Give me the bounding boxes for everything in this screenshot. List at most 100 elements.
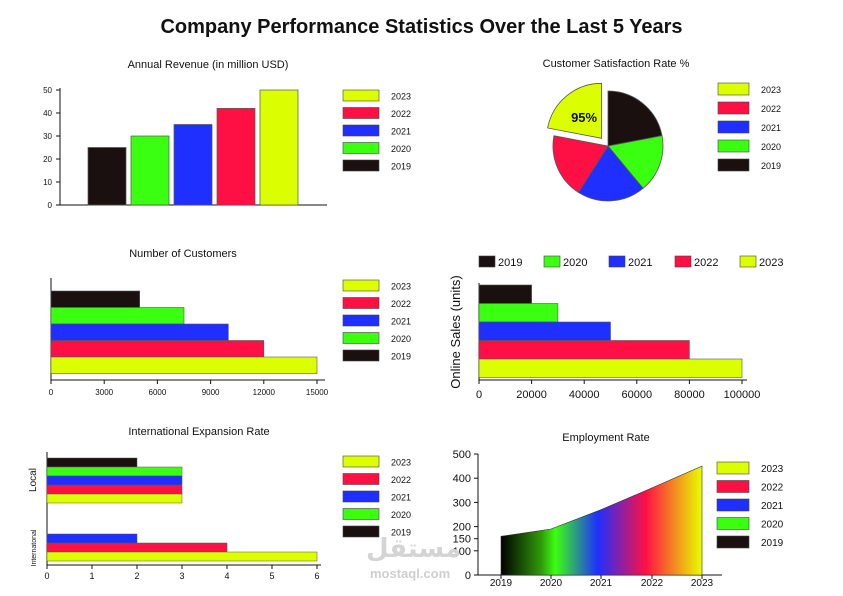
employment-x-tick-label: 2021 — [590, 578, 613, 589]
revenue-y-tick-label: 10 — [43, 178, 52, 187]
legend-label-2022: 2022 — [761, 483, 784, 494]
legend-swatch-2019 — [342, 159, 380, 172]
legend-swatch-2021 — [342, 314, 380, 327]
employment-y-tick-label: 200 — [453, 522, 471, 534]
expansion-bar-local-2022 — [46, 484, 183, 495]
legend-swatch-2022 — [342, 473, 380, 485]
expansion-title: International Expansion Rate — [128, 426, 269, 438]
legend-label-2022: 2022 — [761, 104, 781, 114]
pie-slice-2019 — [607, 90, 663, 147]
legend-swatch-2021 — [342, 490, 380, 503]
customers-title: Number of Customers — [129, 248, 237, 260]
legend-swatch-2022 — [716, 480, 750, 493]
legend-swatch-2023 — [717, 82, 750, 96]
legend-label-2022: 2022 — [391, 109, 411, 119]
watermark: مستقل mostaql.com — [366, 533, 461, 583]
online-bar-2021 — [478, 321, 611, 341]
expansion-x-tick-label: 4 — [224, 571, 229, 581]
expansion-bar-local-2023 — [46, 493, 183, 504]
customers-x-tick-label: 15000 — [306, 388, 329, 397]
online-bar-2022 — [478, 340, 690, 360]
revenue-y-tick-label: 50 — [43, 86, 52, 95]
page-title: Company Performance Statistics Over the … — [160, 16, 683, 38]
legend-label-2020: 2020 — [391, 334, 411, 344]
employment-y-tick-label: 400 — [453, 473, 471, 485]
online-legend-swatch-2022 — [674, 255, 692, 268]
revenue-bar-2020 — [130, 135, 170, 206]
legend-swatch-2021 — [342, 124, 380, 137]
expansion-x-tick-label: 3 — [179, 571, 184, 581]
legend-label-2021: 2021 — [391, 127, 411, 137]
online-bar-2023 — [478, 358, 743, 378]
online-legend-label-2019: 2019 — [498, 257, 522, 269]
customers-x-tick-label: 3000 — [95, 388, 113, 397]
legend-label-2019: 2019 — [391, 162, 411, 172]
legend-swatch-2019 — [716, 535, 750, 549]
legend-swatch-2020 — [342, 332, 380, 344]
legend-swatch-2021 — [717, 120, 750, 134]
revenue-bar-2021 — [173, 124, 213, 206]
online-x-tick-label: 20000 — [516, 389, 547, 401]
legend-label-2020: 2020 — [391, 144, 411, 154]
legend-label-2023: 2023 — [761, 464, 784, 475]
watermark-arabic: مستقل — [366, 533, 462, 563]
legend-label-2022: 2022 — [391, 475, 411, 485]
revenue-bar-2023 — [259, 89, 299, 206]
revenue-y-tick-label: 0 — [48, 201, 53, 210]
customers-x-tick-label: 0 — [49, 388, 54, 397]
customers-bar-2023 — [50, 356, 318, 374]
employment-x-tick-label: 2023 — [691, 578, 714, 589]
legend-label-2020: 2020 — [761, 142, 781, 152]
legend-swatch-2019 — [717, 158, 750, 172]
legend-swatch-2020 — [717, 139, 750, 153]
online-legend-swatch-2019 — [478, 255, 496, 268]
legend-swatch-2020 — [716, 517, 750, 530]
customers-x-tick-label: 12000 — [253, 388, 276, 397]
employment-x-tick-label: 2020 — [540, 578, 563, 589]
legend-swatch-2023 — [342, 455, 380, 468]
legend-swatch-2023 — [342, 89, 380, 102]
legend-label-2021: 2021 — [391, 317, 411, 327]
online-x-tick-label: 60000 — [622, 389, 653, 401]
expansion-x-tick-label: 6 — [314, 571, 319, 581]
customers-x-tick-label: 9000 — [202, 388, 220, 397]
pie-annotation: 95% — [571, 110, 597, 125]
employment-y-tick-label: 500 — [453, 449, 471, 461]
revenue-y-tick-label: 40 — [43, 109, 52, 118]
employment-x-tick-label: 2022 — [641, 578, 664, 589]
online-bar-2020 — [478, 303, 559, 323]
legend-swatch-2020 — [342, 142, 380, 154]
pie-slice-2021 — [577, 145, 644, 202]
customers-bar-2022 — [50, 340, 265, 358]
employment-area — [500, 465, 703, 576]
legend-label-2021: 2021 — [761, 501, 784, 512]
legend-label-2019: 2019 — [391, 352, 411, 362]
revenue-bar-2019 — [87, 147, 127, 206]
expansion-x-tick-label: 2 — [134, 571, 139, 581]
expansion-group-label-international: Internatonal — [31, 529, 38, 566]
legend-label-2020: 2020 — [761, 520, 784, 531]
customers-bar-2020 — [50, 307, 185, 325]
legend-swatch-2020 — [342, 508, 380, 520]
online-legend-label-2023: 2023 — [759, 257, 783, 269]
revenue-title: Annual Revenue (in million USD) — [128, 59, 289, 71]
legend-swatch-2022 — [717, 101, 750, 115]
pie-slice-2023 — [547, 82, 603, 139]
pie-slice-2022 — [552, 135, 609, 193]
expansion-bar-local-2020 — [46, 466, 183, 477]
revenue-bar-2022 — [216, 108, 256, 206]
online-legend-label-2021: 2021 — [628, 257, 652, 269]
pie-slice-2020 — [607, 135, 664, 189]
customers-bar-2021 — [50, 323, 229, 341]
customers-bar-2019 — [50, 290, 140, 308]
satisfaction-title: Customer Satisfaction Rate % — [543, 58, 690, 70]
online-x-tick-label: 0 — [476, 389, 482, 401]
customers-x-tick-label: 6000 — [149, 388, 167, 397]
expansion-group-label-local: Local — [28, 468, 39, 492]
legend-swatch-2023 — [716, 461, 750, 475]
legend-swatch-2019 — [342, 525, 380, 538]
expansion-bar-local-2019 — [46, 457, 138, 468]
legend-label-2022: 2022 — [391, 299, 411, 309]
employment-y-tick-label: 100 — [453, 546, 471, 558]
online-x-tick-label: 100000 — [724, 389, 761, 401]
